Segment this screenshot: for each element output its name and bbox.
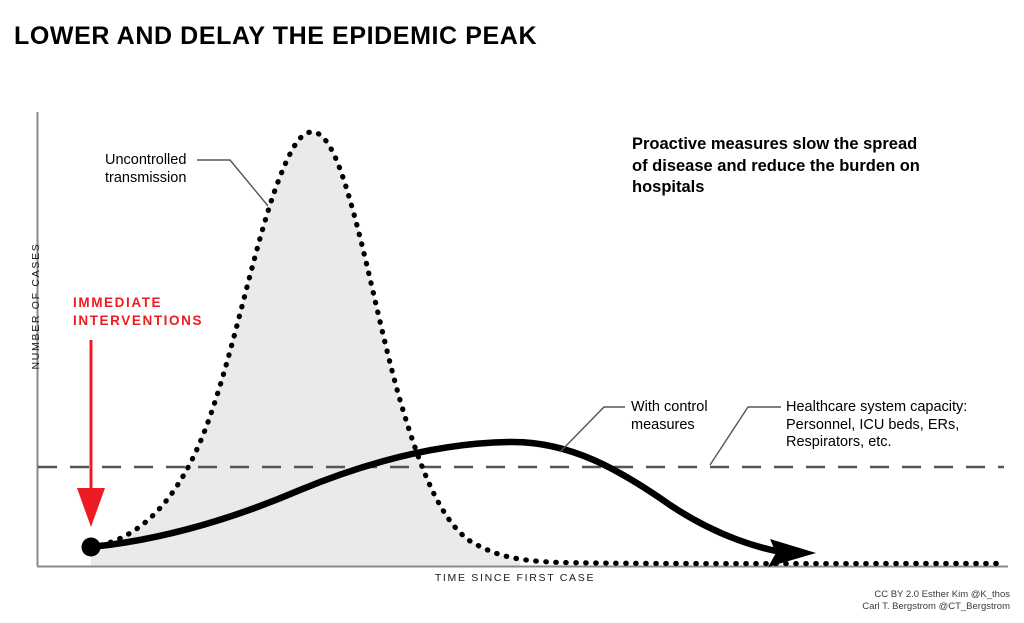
- annotation-capacity-line2: Personnel, ICU beds, ERs,: [786, 416, 960, 433]
- uncontrolled-transmission-curve: [88, 129, 1003, 567]
- annotation-with-control-line1: With control: [631, 399, 708, 415]
- headline-line3: hospitals: [632, 178, 705, 196]
- intervention-arrow-head: [77, 488, 105, 527]
- credits-line2: Carl T. Bergstrom @CT_Bergstrom: [862, 600, 1010, 612]
- annotation-immediate-line2: INTERVENTIONS: [73, 313, 204, 328]
- annotation-uncontrolled-transmission: Uncontrolled transmission: [105, 152, 186, 187]
- y-axis-label: NUMBER OF CASES: [30, 242, 42, 370]
- headline-line1: Proactive measures slow the spread: [632, 135, 918, 153]
- x-axis-label: TIME SINCE FIRST CASE: [434, 572, 596, 584]
- with-control-measures-curve: [87, 438, 799, 558]
- with-control-leader-line: [559, 406, 625, 453]
- page-title: LOWER AND DELAY THE EPIDEMIC PEAK: [14, 22, 538, 50]
- headline-line2: of disease and reduce the burden on: [632, 156, 920, 175]
- capacity-leader-line: [709, 406, 781, 466]
- outbreak-start-dot: [81, 537, 101, 557]
- uncontrolled-area-fill: [91, 132, 520, 566]
- annotation-with-control-line2: measures: [631, 416, 695, 433]
- annotation-uncontrolled-line1: Uncontrolled: [105, 152, 187, 168]
- headline-text: Proactive measures slow the spread of di…: [632, 134, 992, 199]
- annotation-healthcare-capacity: Healthcare system capacity: Personnel, I…: [786, 399, 967, 452]
- annotation-capacity-line3: Respirators, etc.: [786, 434, 892, 450]
- uncontrolled-leader-line: [197, 159, 269, 207]
- credits-line1: CC BY 2.0 Esther Kim @K_thos: [874, 589, 1010, 600]
- annotation-immediate-line1: IMMEDIATE: [73, 295, 163, 310]
- annotation-immediate-interventions: IMMEDIATE INTERVENTIONS: [73, 294, 203, 330]
- with-control-curve-arrowhead: [768, 539, 816, 567]
- credits-block: CC BY 2.0 Esther Kim @K_thos Carl T. Ber…: [862, 589, 1010, 612]
- annotation-uncontrolled-line2: transmission: [105, 169, 187, 186]
- annotation-capacity-line1: Healthcare system capacity:: [786, 399, 968, 415]
- annotation-with-control-measures: With control measures: [631, 399, 708, 434]
